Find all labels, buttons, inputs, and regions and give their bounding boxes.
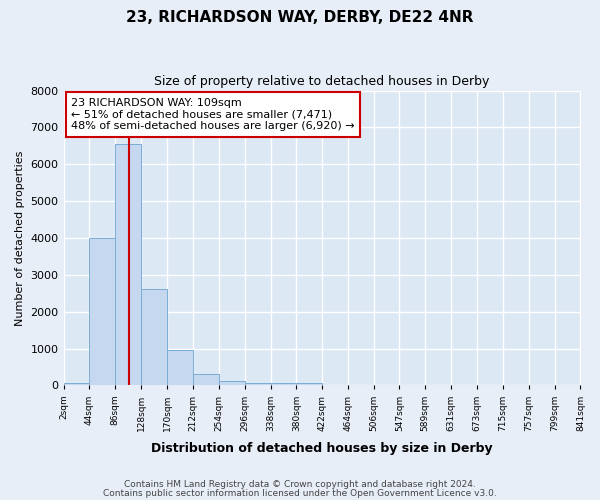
Bar: [219, 381, 245, 386]
Text: Contains public sector information licensed under the Open Government Licence v3: Contains public sector information licen…: [103, 488, 497, 498]
Bar: [245, 382, 271, 386]
Title: Size of property relative to detached houses in Derby: Size of property relative to detached ho…: [154, 75, 490, 88]
Text: 23, RICHARDSON WAY, DERBY, DE22 4NR: 23, RICHARDSON WAY, DERBY, DE22 4NR: [126, 10, 474, 25]
Bar: [141, 289, 167, 386]
Text: 23 RICHARDSON WAY: 109sqm
← 51% of detached houses are smaller (7,471)
48% of se: 23 RICHARDSON WAY: 109sqm ← 51% of detac…: [71, 98, 355, 131]
Bar: [167, 350, 193, 386]
Bar: [115, 144, 141, 386]
Bar: [193, 374, 219, 386]
X-axis label: Distribution of detached houses by size in Derby: Distribution of detached houses by size …: [151, 442, 493, 455]
Y-axis label: Number of detached properties: Number of detached properties: [15, 150, 25, 326]
Bar: [64, 382, 89, 386]
Text: Contains HM Land Registry data © Crown copyright and database right 2024.: Contains HM Land Registry data © Crown c…: [124, 480, 476, 489]
Bar: [271, 384, 296, 386]
Bar: [296, 384, 322, 386]
Bar: [89, 238, 115, 386]
